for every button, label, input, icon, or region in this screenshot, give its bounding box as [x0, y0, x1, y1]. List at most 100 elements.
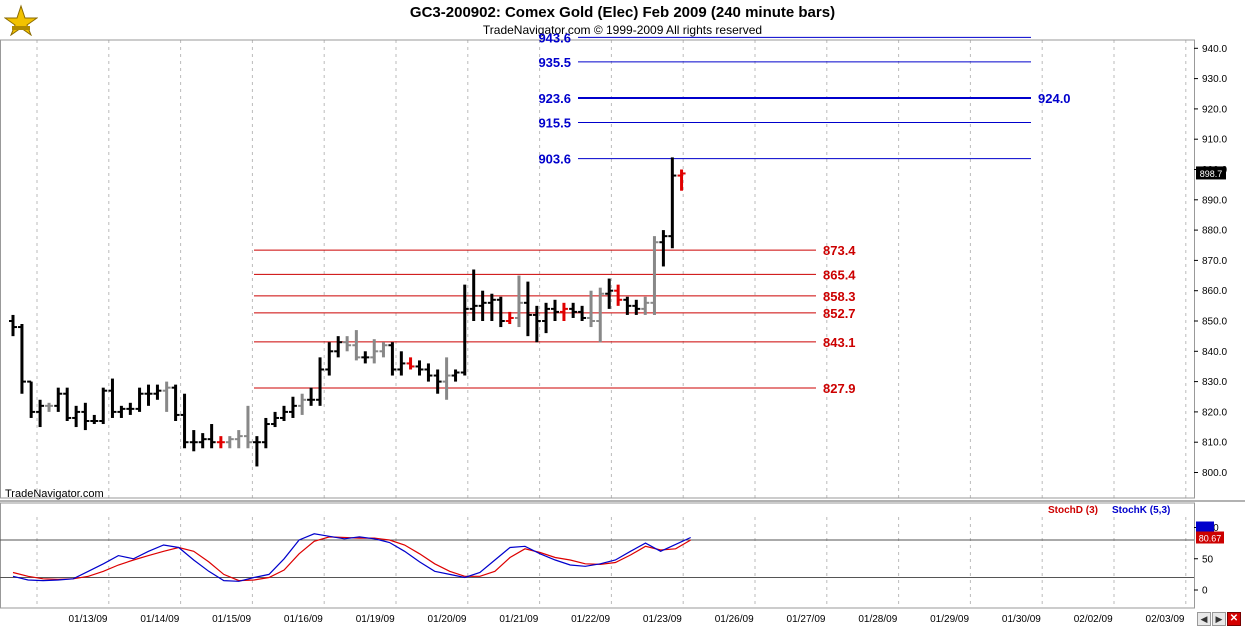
- stoch-tick-label: 50: [1202, 554, 1214, 565]
- ohlc-bar: [45, 402, 54, 412]
- ohlc-bar: [505, 311, 514, 325]
- stoch-d-legend: StochD (3): [1048, 505, 1098, 516]
- ohlc-bar: [9, 314, 17, 337]
- ohlc-bar: [623, 296, 632, 315]
- ohlc-bar: [261, 417, 270, 449]
- ohlc-bar: [487, 293, 496, 321]
- y-tick-label: 820.0: [1202, 407, 1227, 418]
- ohlc-bar: [153, 384, 162, 400]
- last-price-tag: [1196, 166, 1226, 180]
- y-tick-label: 840.0: [1202, 347, 1227, 358]
- copyright-notice: TradeNavigator.com © 1999-2009 All right…: [482, 23, 763, 37]
- ohlc-bar: [225, 436, 234, 449]
- ohlc-bar: [569, 302, 578, 318]
- support-level-label: 843.1: [823, 335, 856, 350]
- ohlc-bar: [677, 169, 686, 191]
- ohlc-bar: [180, 393, 189, 449]
- ohlc-bar: [605, 278, 614, 309]
- ohlc-bar: [478, 290, 487, 321]
- ohlc-bar: [551, 299, 559, 321]
- ohlc-bar: [99, 387, 108, 425]
- price-bars: [9, 157, 686, 467]
- y-tick-label: 830.0: [1202, 377, 1227, 388]
- ohlc-bar: [117, 405, 126, 418]
- ohlc-bar: [343, 336, 352, 352]
- ohlc-bar: [542, 302, 551, 334]
- y-tick-label: 880.0: [1202, 226, 1227, 237]
- x-tick-label: 01/15/09: [212, 614, 251, 625]
- ohlc-bar: [216, 436, 225, 449]
- x-tick-label: 01/20/09: [428, 614, 467, 625]
- stoch-k-line: [12, 533, 691, 582]
- ohlc-bar: [587, 290, 596, 328]
- x-tick-label: 01/16/09: [284, 614, 323, 625]
- stoch-k-tag: [1196, 521, 1214, 533]
- ohlc-bar: [171, 384, 180, 421]
- ohlc-bar: [451, 369, 460, 382]
- level-lines: 943.6 935.5 923.6 915.5 903.6 924.0 873.4 865.4…: [254, 30, 1071, 396]
- ohlc-bar: [27, 380, 36, 418]
- ohlc-bar: [559, 302, 568, 321]
- ohlc-bar: [316, 357, 325, 406]
- ohlc-bar: [668, 157, 677, 249]
- y-tick-label: 890.0: [1202, 195, 1227, 206]
- ohlc-bar: [334, 336, 343, 358]
- ohlc-bar: [198, 433, 207, 449]
- ohlc-bar: [650, 236, 659, 315]
- ohlc-bar: [397, 351, 406, 376]
- ohlc-bar: [370, 339, 379, 364]
- ohlc-bar: [189, 430, 198, 452]
- ohlc-bar: [415, 360, 424, 376]
- ohlc-bar: [243, 405, 252, 449]
- ohlc-bar: [469, 269, 478, 321]
- ohlc-bar: [352, 330, 361, 361]
- y-tick-label: 870.0: [1202, 256, 1227, 267]
- y-tick-label: 850.0: [1202, 317, 1227, 328]
- ohlc-bar: [532, 305, 541, 343]
- ohlc-bar: [162, 381, 171, 412]
- y-tick-label: 940.0: [1202, 44, 1227, 55]
- ohlc-bar: [523, 281, 532, 337]
- price-panel-frame: [0, 39, 1195, 499]
- scroll-right-arrow-icon[interactable]: ▶: [1212, 612, 1226, 626]
- ohlc-bar: [496, 296, 505, 328]
- ohlc-bar: [442, 357, 451, 400]
- stoch-tick-label: 0: [1202, 586, 1208, 597]
- ohlc-bar: [578, 305, 587, 321]
- y-tick-label: 910.0: [1202, 135, 1227, 146]
- x-tick-label: 01/26/09: [715, 614, 754, 625]
- support-level-label: 827.9: [823, 381, 856, 396]
- ohlc-bar: [72, 405, 81, 428]
- x-tick-label: 01/22/09: [571, 614, 610, 625]
- chart-title: GC3-200902: Comex Gold (Elec) Feb 2009 (…: [409, 4, 836, 21]
- target-level-label: 915.5: [538, 116, 571, 131]
- close-icon[interactable]: ✕: [1227, 612, 1241, 626]
- ohlc-bar: [207, 424, 216, 449]
- ohlc-bar: [126, 402, 135, 415]
- ohlc-bar: [288, 396, 297, 418]
- stoch-value-label: 80.67: [1199, 534, 1222, 544]
- y-tick-label: 930.0: [1202, 74, 1227, 85]
- support-level-label: 865.4: [823, 267, 856, 282]
- ohlc-bar: [641, 296, 650, 315]
- y-tick-label: 860.0: [1202, 286, 1227, 297]
- ohlc-bar: [144, 384, 153, 406]
- ohlc-bar: [36, 399, 45, 428]
- y-tick-label: 800.0: [1202, 468, 1227, 479]
- x-tick-label: 01/29/09: [930, 614, 969, 625]
- stoch-k-legend: StochK (5,3): [1112, 505, 1170, 516]
- x-tick-label: 01/14/09: [140, 614, 179, 625]
- x-tick-label: 02/03/09: [1146, 614, 1185, 625]
- y-tick-label: 920.0: [1202, 104, 1227, 115]
- scroll-left-arrow-icon[interactable]: ◀: [1197, 612, 1211, 626]
- ohlc-bar: [108, 378, 117, 418]
- ohlc-bar: [63, 387, 72, 421]
- target-level-label: 935.5: [538, 55, 571, 70]
- ohlc-bar: [614, 284, 623, 306]
- ohlc-bar: [596, 287, 605, 343]
- support-level-label: 852.7: [823, 306, 856, 321]
- x-tick-label: 01/13/09: [69, 614, 108, 625]
- ohlc-bar: [433, 369, 442, 394]
- ohlc-bar: [388, 342, 397, 376]
